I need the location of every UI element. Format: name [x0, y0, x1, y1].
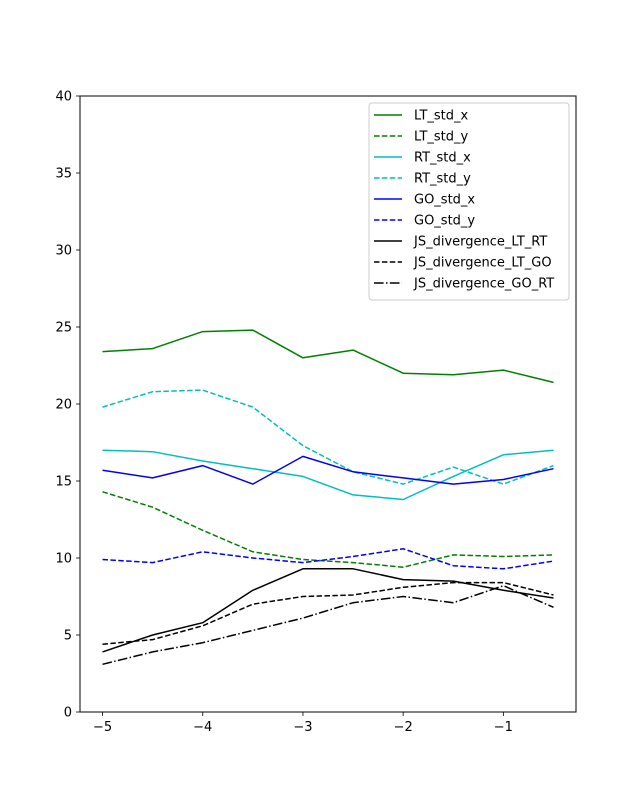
x-tick-label: −3: [293, 720, 312, 735]
x-axis: −5 −4 −3 −2 −1: [93, 712, 513, 735]
legend-label: JS_divergence_LT_GO: [413, 256, 552, 271]
y-tick-label: 10: [55, 552, 72, 567]
series-line-JS_divergence_LT_RT: [102, 568, 554, 653]
series-line-LT_std_x: [102, 329, 554, 384]
x-tick-label: −4: [193, 720, 212, 735]
legend-label: JS_divergence_LT_RT: [413, 235, 547, 250]
legend-label: GO_std_x: [414, 193, 475, 208]
y-tick-label: 30: [55, 244, 72, 259]
y-tick-label: 20: [55, 398, 72, 413]
series-line-JS_divergence_GO_RT: [102, 584, 554, 666]
legend-label: RT_std_y: [414, 172, 471, 187]
y-tick-label: 15: [55, 475, 72, 490]
y-tick-label: 0: [64, 706, 72, 721]
y-tick-label: 25: [55, 321, 72, 336]
x-tick-label: −2: [394, 720, 413, 735]
series-line-RT_std_x: [102, 449, 554, 501]
series-line-LT_std_y: [102, 491, 554, 568]
y-tick-label: 40: [55, 90, 72, 105]
series-line-GO_std_x: [102, 455, 554, 485]
series-line-GO_std_y: [102, 548, 554, 570]
legend-label: JS_divergence_GO_RT: [413, 277, 554, 292]
series-line-RT_std_y: [102, 389, 554, 485]
legend-label: LT_std_y: [414, 130, 469, 145]
x-tick-label: −1: [494, 720, 513, 735]
legend-label: LT_std_x: [414, 109, 469, 124]
legend: LT_std_x LT_std_y RT_std_x RT_std_y GO_std_x…: [368, 102, 570, 301]
x-tick-label: −5: [93, 720, 112, 735]
series-layer: [102, 329, 554, 666]
y-tick-label: 5: [64, 629, 72, 644]
y-axis: 0 5 10 15 20 25 30 35 40: [55, 90, 80, 721]
series-line-JS_divergence_LT_GO: [102, 581, 554, 645]
legend-box: [368, 102, 570, 301]
y-tick-label: 35: [55, 167, 72, 182]
legend-label: GO_std_y: [414, 214, 475, 229]
legend-label: RT_std_x: [414, 151, 471, 166]
